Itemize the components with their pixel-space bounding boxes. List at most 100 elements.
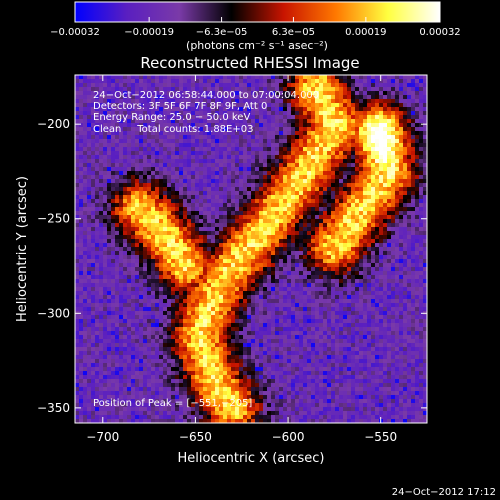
heatmap-cell xyxy=(383,147,387,151)
heatmap-cell xyxy=(79,159,83,163)
heatmap-cell xyxy=(275,127,279,131)
heatmap-cell xyxy=(219,243,223,247)
heatmap-cell xyxy=(211,99,215,103)
heatmap-cell xyxy=(143,207,147,211)
heatmap-cell xyxy=(395,239,399,243)
heatmap-cell xyxy=(99,235,103,239)
heatmap-cell xyxy=(379,275,383,279)
heatmap-cell xyxy=(227,107,231,111)
heatmap-cell xyxy=(79,151,83,155)
colorbar-tick-label: 6.3e−05 xyxy=(272,27,315,38)
heatmap-cell xyxy=(123,151,127,155)
heatmap-cell xyxy=(267,223,271,227)
heatmap-cell xyxy=(311,283,315,287)
heatmap-cell xyxy=(147,295,151,299)
heatmap-cell xyxy=(403,91,407,95)
heatmap-cell xyxy=(191,243,195,247)
heatmap-cell xyxy=(191,115,195,119)
heatmap-cell xyxy=(215,111,219,115)
heatmap-cell xyxy=(395,139,399,143)
heatmap-cell xyxy=(195,147,199,151)
heatmap-cell xyxy=(143,83,147,87)
heatmap-cell xyxy=(83,199,87,203)
heatmap-cell xyxy=(131,231,135,235)
heatmap-cell xyxy=(327,219,331,223)
heatmap-cell xyxy=(367,227,371,231)
heatmap-cell xyxy=(83,239,87,243)
heatmap-cell xyxy=(255,159,259,163)
heatmap-cell xyxy=(139,255,143,259)
heatmap-cell xyxy=(75,179,79,183)
heatmap-cell xyxy=(163,159,167,163)
heatmap-cell xyxy=(275,283,279,287)
heatmap-cell xyxy=(375,283,379,287)
heatmap-cell xyxy=(283,155,287,159)
heatmap-cell xyxy=(239,135,243,139)
heatmap-cell xyxy=(147,231,151,235)
heatmap-cell xyxy=(147,75,151,79)
heatmap-cell xyxy=(387,123,391,127)
heatmap-cell xyxy=(127,175,131,179)
heatmap-cell xyxy=(379,203,383,207)
heatmap-cell xyxy=(95,127,99,131)
heatmap-cell xyxy=(123,79,127,83)
heatmap-cell xyxy=(75,267,79,271)
heatmap-cell xyxy=(247,143,251,147)
heatmap-cell xyxy=(339,219,343,223)
heatmap-cell xyxy=(203,283,207,287)
heatmap-cell xyxy=(127,299,131,303)
heatmap-cell xyxy=(119,279,123,283)
heatmap-cell xyxy=(415,179,419,183)
heatmap-cell xyxy=(123,179,127,183)
heatmap-cell xyxy=(359,91,363,95)
heatmap-cell xyxy=(319,91,323,95)
heatmap-cell xyxy=(255,287,259,291)
heatmap-cell xyxy=(391,219,395,223)
heatmap-cell xyxy=(195,299,199,303)
heatmap-cell xyxy=(339,95,343,99)
heatmap-cell xyxy=(187,291,191,295)
heatmap-cell xyxy=(239,75,243,79)
heatmap-cell xyxy=(187,279,191,283)
heatmap-cell xyxy=(323,115,327,119)
heatmap-cell xyxy=(139,271,143,275)
heatmap-cell xyxy=(363,139,367,143)
heatmap-cell xyxy=(223,259,227,263)
heatmap-cell xyxy=(415,99,419,103)
heatmap-cell xyxy=(235,119,239,123)
heatmap-cell xyxy=(163,263,167,267)
heatmap-cell xyxy=(159,139,163,143)
heatmap-cell xyxy=(131,271,135,275)
heatmap-cell xyxy=(339,187,343,191)
heatmap-cell xyxy=(175,267,179,271)
heatmap-cell xyxy=(87,195,91,199)
heatmap-cell xyxy=(307,251,311,255)
heatmap-cell xyxy=(87,219,91,223)
heatmap-cell xyxy=(411,115,415,119)
heatmap-cell xyxy=(199,247,203,251)
heatmap-cell xyxy=(279,111,283,115)
heatmap-cell xyxy=(155,155,159,159)
heatmap-cell xyxy=(187,119,191,123)
heatmap-cell xyxy=(75,255,79,259)
heatmap-cell xyxy=(151,283,155,287)
heatmap-cell xyxy=(219,191,223,195)
heatmap-cell xyxy=(307,199,311,203)
heatmap-cell xyxy=(191,179,195,183)
heatmap-cell xyxy=(255,191,259,195)
heatmap-cell xyxy=(215,191,219,195)
heatmap-cell xyxy=(171,255,175,259)
heatmap-cell xyxy=(327,227,331,231)
heatmap-cell xyxy=(159,171,163,175)
heatmap-cell xyxy=(247,103,251,107)
heatmap-cell xyxy=(187,223,191,227)
heatmap-cell xyxy=(307,227,311,231)
heatmap-cell xyxy=(251,239,255,243)
heatmap-cell xyxy=(207,199,211,203)
heatmap-cell xyxy=(231,155,235,159)
heatmap-cell xyxy=(243,295,247,299)
heatmap-cell xyxy=(151,251,155,255)
heatmap-cell xyxy=(371,175,375,179)
heatmap-cell xyxy=(335,291,339,295)
heatmap-cell xyxy=(227,235,231,239)
